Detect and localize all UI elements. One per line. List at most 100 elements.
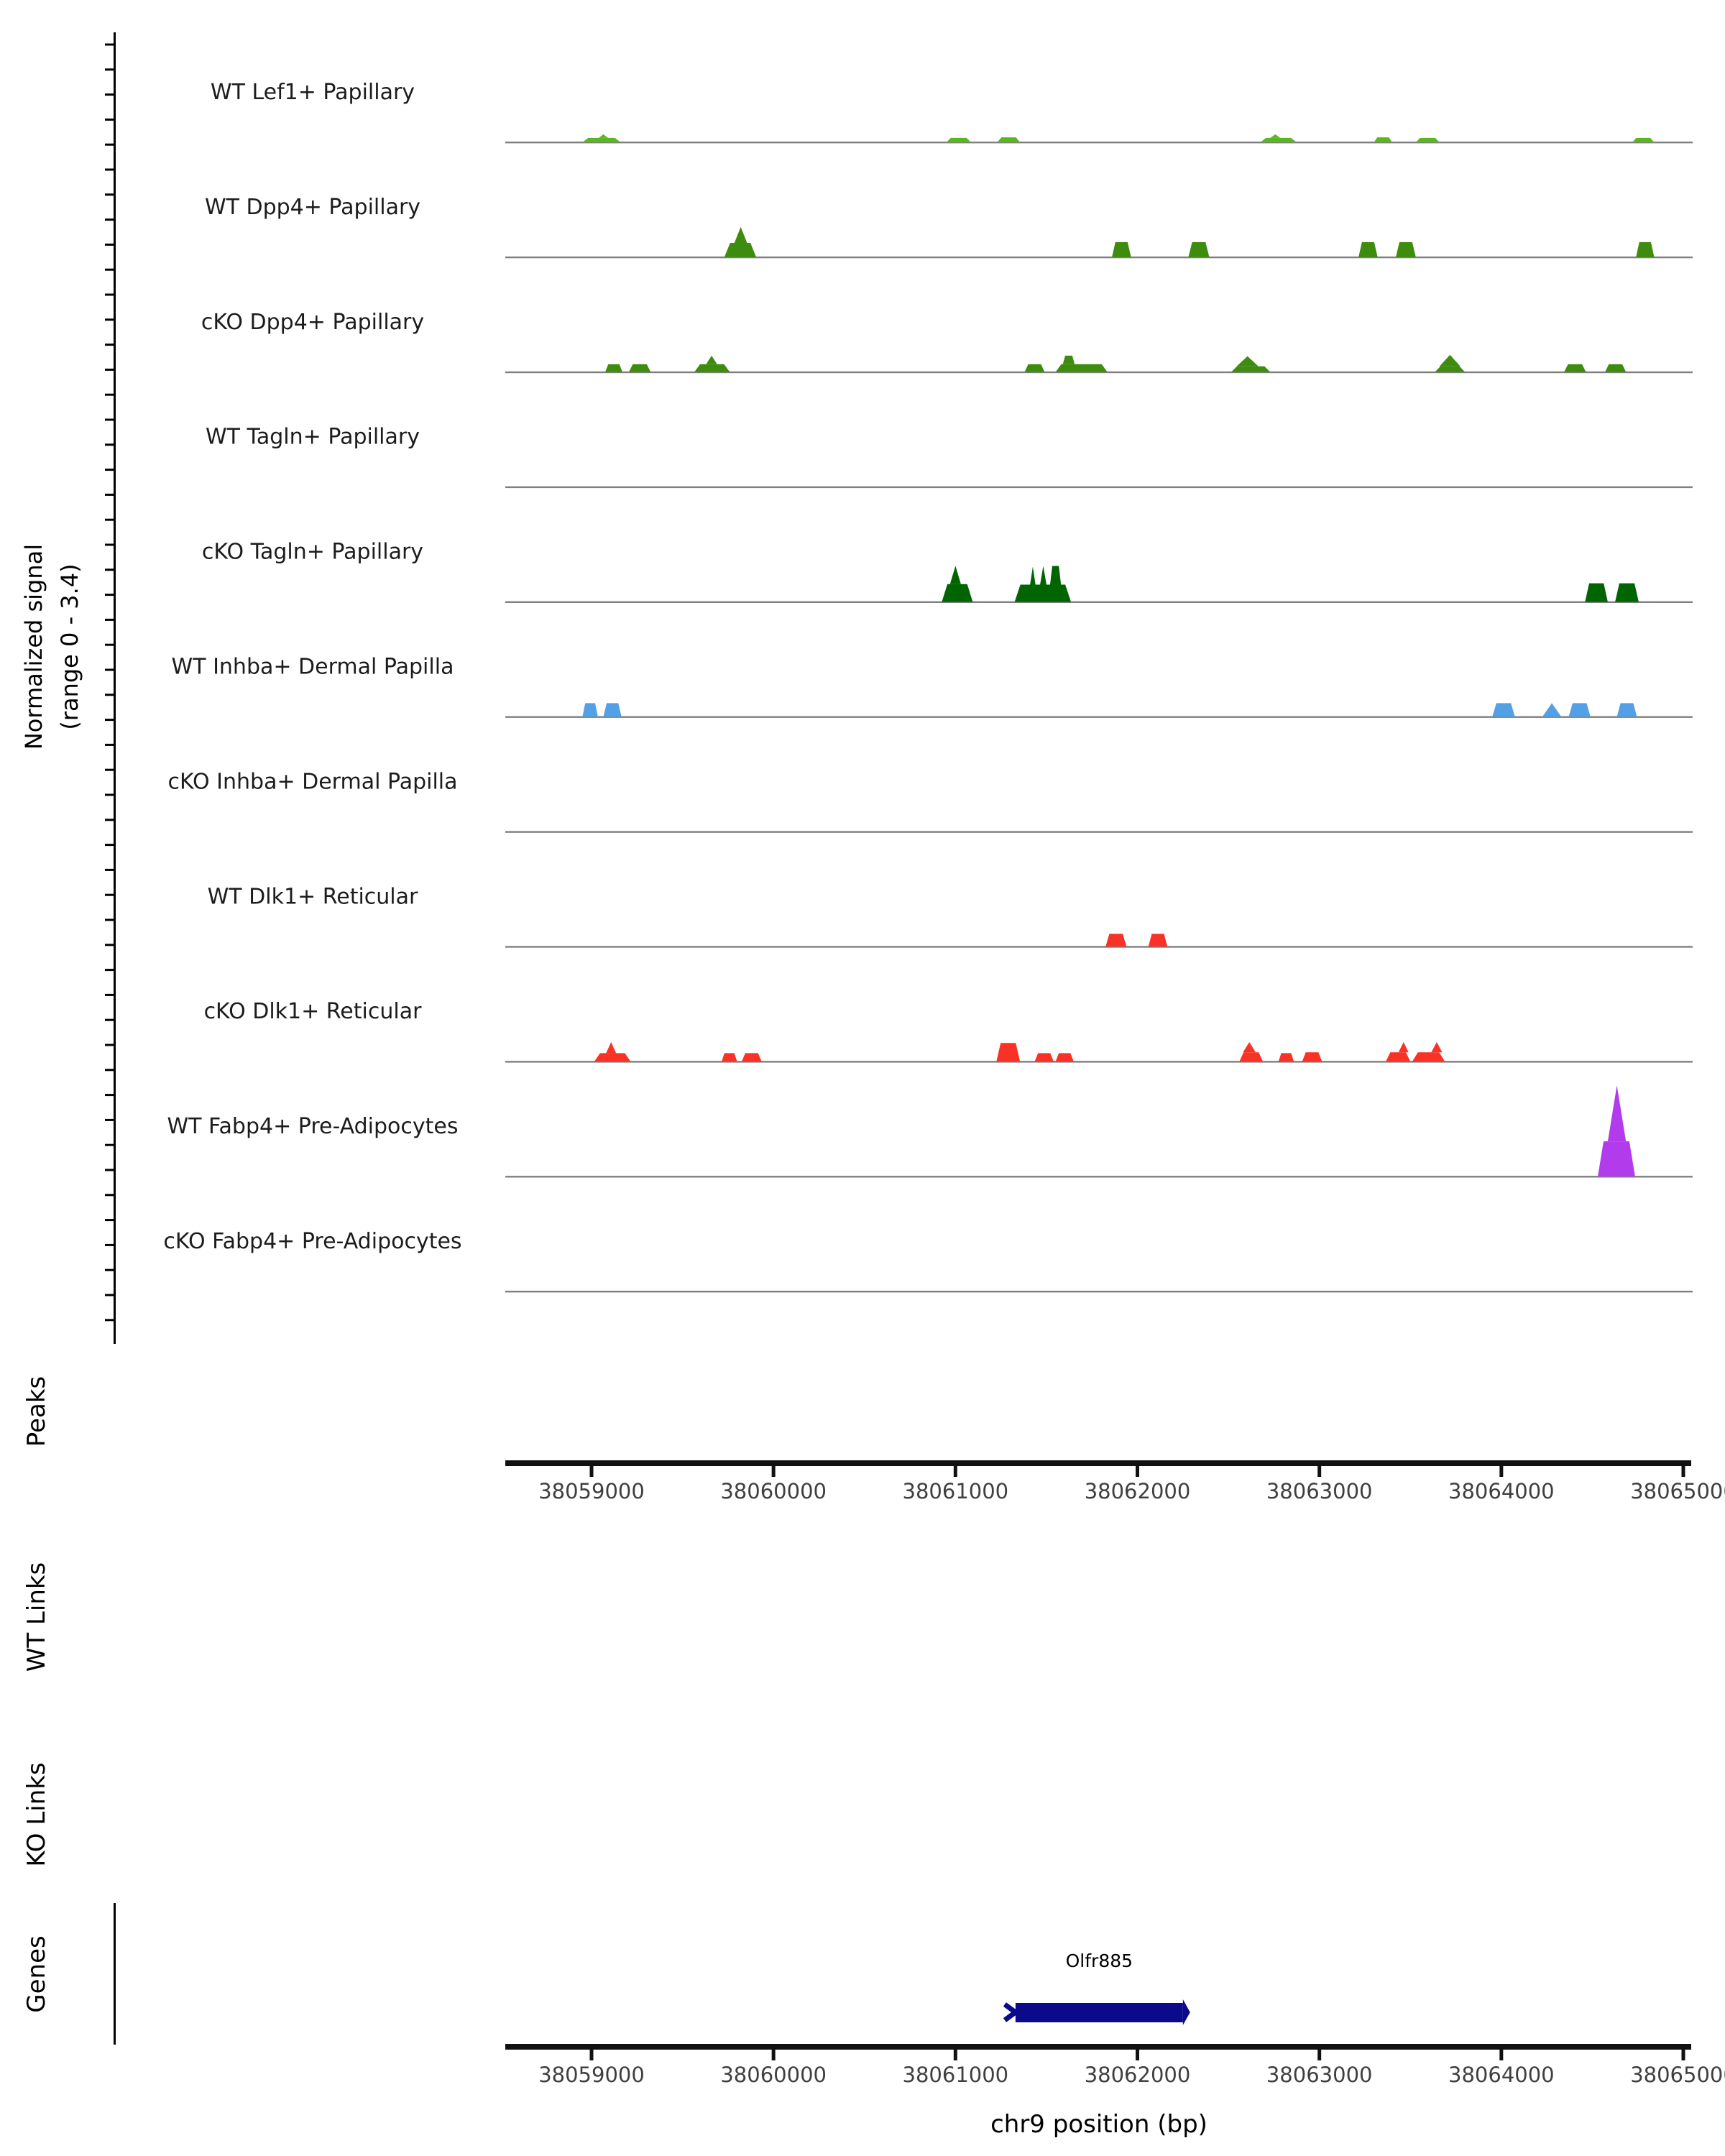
signal-peak: [1395, 241, 1416, 257]
track-label: cKO Fabp4+ Pre-Adipocytes: [163, 1229, 461, 1254]
axis-tick: [1136, 2050, 1140, 2060]
gene-name-label: Olfr885: [1066, 1950, 1133, 1971]
y-axis-minor-tick: [105, 1069, 114, 1072]
axis-tick-label: 38060000: [720, 1479, 827, 1503]
signal-track: cKO Inhba+ Dermal Papilla: [167, 769, 1693, 833]
y-axis-minor-tick: [105, 1018, 114, 1021]
axis-tick: [1317, 2050, 1322, 2060]
y-axis-minor-tick: [105, 518, 114, 521]
signal-peak: [604, 364, 623, 372]
signal-peak: [997, 137, 1021, 142]
axis-bottom-ticks: [589, 2050, 1685, 2060]
gene-strand-arrowhead: [1182, 1999, 1190, 2025]
y-axis-minor-tick: [105, 893, 114, 896]
y-axis-minor-tick: [105, 493, 114, 496]
section-label-genes: Genes: [22, 1935, 51, 2012]
signal-peak: [942, 584, 973, 602]
signal-peak-spike: [1398, 1042, 1409, 1053]
axis-tick: [1317, 1466, 1322, 1477]
y-axis-minor-tick: [105, 568, 114, 571]
y-axis-minor-tick: [105, 318, 114, 321]
axis-tick: [1499, 2050, 1504, 2060]
signal-peak-spike: [1062, 355, 1075, 364]
axis-tick-label: 38065000: [1630, 2063, 1725, 2087]
signal-peak-spike: [949, 566, 961, 584]
signal-peak-spike: [1243, 1042, 1256, 1053]
track-baseline: [505, 601, 1693, 603]
signal-peak: [1112, 241, 1131, 257]
signal-peak: [628, 364, 651, 372]
gene-strand-chevron: [1003, 2002, 1020, 2022]
signal-peak: [582, 703, 598, 717]
signal-track: WT Fabp4+ Pre-Adipocytes: [167, 1085, 1693, 1178]
y-axis-minor-tick: [105, 393, 114, 396]
signal-peak: [1374, 137, 1392, 142]
y-axis-minor-tick: [105, 1294, 114, 1296]
track-baseline: [505, 142, 1693, 144]
gene-track-layer: Olfr885: [1003, 1950, 1190, 2025]
signal-peak: [1014, 584, 1072, 602]
signal-peak: [1412, 1052, 1445, 1062]
track-label: WT Dpp4+ Papillary: [205, 195, 420, 220]
signal-peak-spike: [1270, 134, 1281, 138]
genomic-axis-top: 38059000 38060000 38061000 38062000 38063000…: [505, 1460, 1725, 1503]
track-baseline: [505, 1291, 1693, 1293]
signal-peak-spike: [706, 355, 717, 364]
y-axis-minor-tick: [105, 368, 114, 371]
genes-axis-spine: [114, 1903, 116, 2045]
signal-peak-spike: [606, 1042, 617, 1054]
signal-track: WT Tagln+ Papillary: [206, 425, 1693, 489]
signal-peak: [1260, 137, 1297, 142]
signal-peak: [1632, 137, 1655, 142]
y-axis-minor-tick: [105, 143, 114, 146]
track-baseline: [505, 1176, 1693, 1178]
y-axis-minor-tick: [105, 643, 114, 646]
section-label-ko-links: KO Links: [22, 1762, 51, 1866]
y-axis-minor-tick: [105, 218, 114, 221]
signal-peak: [582, 137, 621, 142]
signal-peak: [1585, 583, 1608, 602]
y-axis-minor-tick: [105, 819, 114, 821]
y-axis-minor-tick: [105, 668, 114, 671]
axis-tick-label: 38060000: [720, 2063, 827, 2087]
y-axis-minor-tick: [105, 43, 114, 46]
signal-peak: [1492, 703, 1515, 717]
signal-peak: [1105, 934, 1127, 947]
signal-peak-spike: [1030, 566, 1036, 585]
signal-tracks-layer: WT Lef1+ Papillary WT Dpp4+ Papillary cKO …: [163, 80, 1693, 1293]
axis-tick-label: 38063000: [1266, 1479, 1373, 1503]
signal-track: WT Inhba+ Dermal Papilla: [172, 655, 1693, 718]
signal-peak: [996, 1043, 1021, 1062]
track-baseline: [505, 1061, 1693, 1063]
axis-tick: [589, 1466, 594, 1477]
y-axis-minor-tick: [105, 944, 114, 946]
signal-peak: [1034, 1053, 1054, 1062]
axis-tick-label: 38063000: [1266, 2063, 1373, 2087]
track-baseline: [505, 946, 1693, 948]
y-axis-minor-tick: [105, 1194, 114, 1197]
section-label-peaks: Peaks: [22, 1376, 51, 1447]
y-axis-label-line2: (range 0 - 3.4): [56, 563, 83, 729]
y-axis-minor-tick: [105, 868, 114, 871]
track-label: WT Inhba+ Dermal Papilla: [172, 655, 454, 680]
signal-peak: [1278, 1053, 1294, 1062]
y-axis-label-line1: Normalized signal: [20, 544, 47, 750]
signal-peak: [1024, 364, 1045, 372]
signal-peak: [1542, 703, 1562, 717]
signal-peak: [1598, 1141, 1635, 1177]
signal-peak: [1564, 364, 1586, 372]
track-label: cKO Dlk1+ Reticular: [204, 999, 423, 1024]
y-axis-minor-tick: [105, 594, 114, 596]
axis-tick: [953, 1466, 957, 1477]
track-label: WT Lef1+ Papillary: [211, 80, 415, 105]
y-axis-minor-tick: [105, 293, 114, 296]
axis-tick: [771, 2050, 776, 2060]
genomic-axis-bottom: 38059000 38060000 38061000 38062000 38063000…: [505, 2044, 1725, 2087]
y-axis-minor-tick: [105, 344, 114, 346]
track-label: cKO Tagln+ Papillary: [202, 540, 423, 565]
y-axis-minor-tick: [105, 1044, 114, 1046]
signal-peak: [1415, 137, 1440, 142]
y-axis-minor-tick: [105, 268, 114, 271]
signal-track: cKO Dpp4+ Papillary: [201, 310, 1693, 374]
